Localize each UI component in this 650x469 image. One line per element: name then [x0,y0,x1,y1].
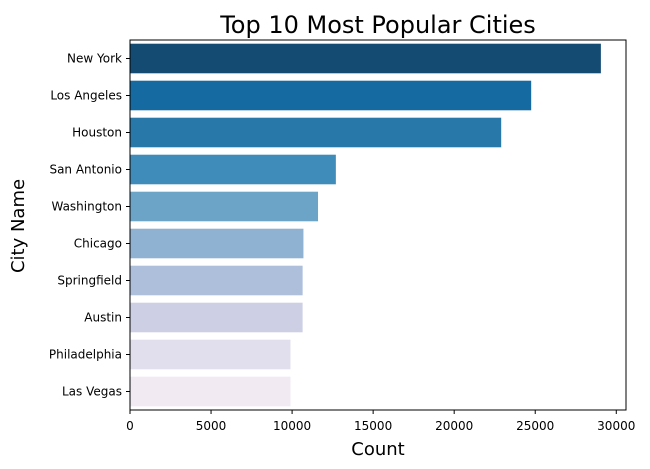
bar-los-angeles [130,80,532,111]
y-tick-label: Chicago [74,237,122,251]
bars-group [130,43,601,407]
bar-austin [130,302,303,333]
bar-las-vegas [130,376,291,407]
plot-frame [129,39,627,411]
x-axis-label: Count [351,439,404,460]
x-tick-label: 15000 [354,419,392,433]
bar-new-york [130,43,601,74]
bar-chicago [130,228,304,259]
y-axis-label: City Name [8,179,29,273]
bar-springfield [130,265,303,296]
y-tick-label: Austin [84,311,122,325]
y-tick-label: San Antonio [49,163,122,177]
y-tick-label: Philadelphia [49,348,122,362]
bar-philadelphia [130,339,291,370]
y-ticks-group: New York Los Angeles Houston San Antonio Was… [49,52,130,399]
x-tick-label: 25000 [516,419,554,433]
y-tick-label: Los Angeles [50,89,122,103]
x-tick-label: 30000 [597,419,635,433]
bar-san-antonio [130,154,336,185]
y-tick-label: Washington [51,200,122,214]
bar-houston [130,117,502,148]
x-tick-label: 5000 [196,419,227,433]
y-tick-label: Houston [72,126,122,140]
bar-washington [130,191,319,222]
x-tick-label: 10000 [273,419,311,433]
y-tick-label: Las Vegas [62,385,122,399]
chart-title: Top 10 Most Popular Cities [219,11,536,39]
y-tick-label: New York [67,52,122,66]
x-ticks-group: 0 5000 10000 15000 20000 25000 30000 [126,410,635,433]
y-tick-label: Springfield [57,274,122,288]
x-tick-label: 0 [126,419,134,433]
x-tick-label: 20000 [435,419,473,433]
